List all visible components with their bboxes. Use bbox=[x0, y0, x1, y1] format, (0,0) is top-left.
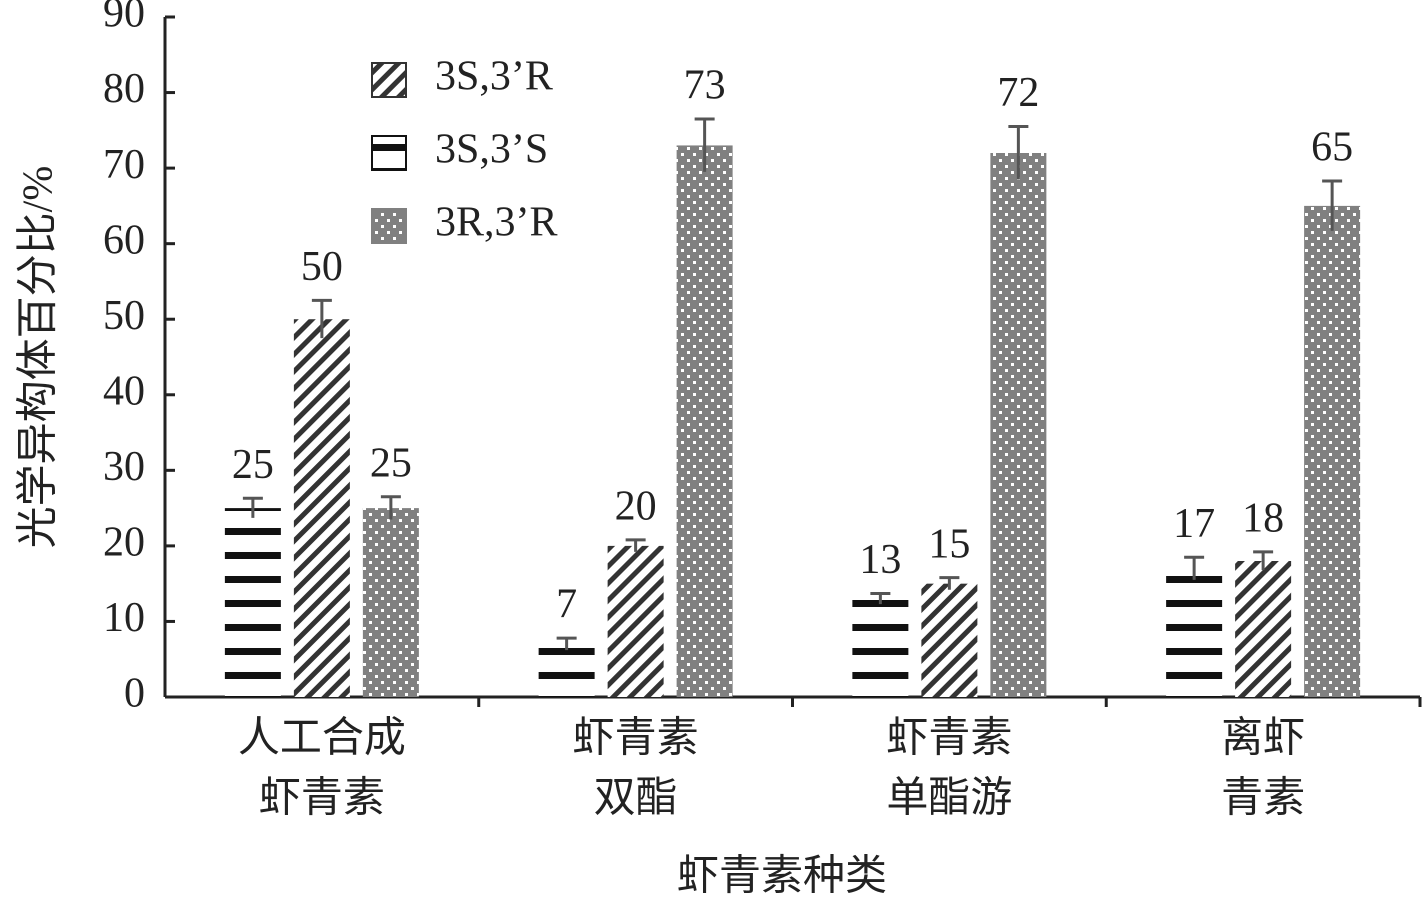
y-tick-label: 90 bbox=[103, 0, 145, 37]
bar bbox=[921, 583, 978, 697]
bar bbox=[362, 508, 419, 697]
value-label: 15 bbox=[928, 521, 970, 567]
y-tick-label: 20 bbox=[103, 520, 145, 566]
error-bar bbox=[556, 636, 577, 651]
bar bbox=[1166, 568, 1223, 697]
error-bar bbox=[1008, 125, 1029, 180]
value-label: 73 bbox=[684, 63, 726, 109]
value-label: 72 bbox=[997, 70, 1039, 116]
value-label: 7 bbox=[556, 582, 577, 628]
legend-label: 3R,3’R bbox=[435, 200, 558, 246]
error-bar bbox=[870, 591, 891, 605]
x-tick-label: 人工合成 bbox=[238, 716, 406, 762]
bar bbox=[852, 598, 909, 697]
y-tick-label: 0 bbox=[124, 671, 145, 717]
y-tick-label: 40 bbox=[103, 368, 145, 414]
y-tick-label: 10 bbox=[103, 595, 145, 641]
legend-swatch bbox=[371, 135, 407, 171]
error-bar bbox=[1322, 179, 1343, 231]
bar bbox=[990, 153, 1047, 697]
bar bbox=[538, 644, 595, 697]
error-bar bbox=[939, 576, 960, 590]
error-bar bbox=[242, 496, 263, 518]
bar bbox=[1235, 561, 1292, 697]
legend-label: 3S,3’S bbox=[435, 127, 548, 173]
value-label: 50 bbox=[301, 244, 343, 290]
value-label: 17 bbox=[1173, 501, 1215, 547]
error-bar bbox=[311, 298, 332, 339]
legend-swatch bbox=[371, 62, 407, 98]
error-bar bbox=[694, 117, 715, 172]
y-tick-label: 60 bbox=[103, 217, 145, 263]
bar bbox=[224, 508, 281, 697]
value-label: 13 bbox=[859, 537, 901, 583]
x-tick-label: 青素 bbox=[1221, 776, 1305, 822]
value-label: 25 bbox=[370, 440, 412, 486]
value-label: 18 bbox=[1242, 496, 1284, 542]
bar bbox=[293, 319, 350, 697]
y-tick-label: 80 bbox=[103, 66, 145, 112]
bar bbox=[607, 545, 664, 697]
x-tick-label: 虾青素 bbox=[573, 716, 699, 762]
x-axis-label: 虾青素种类 bbox=[677, 854, 887, 900]
x-tick-label: 虾青素 bbox=[259, 776, 385, 822]
value-label: 25 bbox=[232, 442, 274, 488]
x-tick-label: 双酯 bbox=[594, 776, 678, 822]
y-tick-label: 50 bbox=[103, 293, 145, 339]
value-label: 65 bbox=[1311, 125, 1353, 171]
legend-swatch bbox=[371, 208, 407, 244]
legend-label: 3S,3’R bbox=[435, 54, 553, 100]
x-tick-label: 单酯游 bbox=[886, 776, 1012, 822]
error-bar bbox=[1184, 555, 1205, 580]
bar bbox=[676, 145, 733, 697]
x-tick-label: 离虾 bbox=[1221, 715, 1305, 762]
value-label: 20 bbox=[615, 483, 657, 529]
y-tick-label: 30 bbox=[103, 444, 145, 490]
error-bar bbox=[380, 495, 401, 520]
y-tick-label: 70 bbox=[103, 142, 145, 188]
x-tick-label: 虾青素 bbox=[886, 716, 1012, 762]
bar bbox=[1304, 205, 1361, 697]
y-axis-label: 光学异构体百分比/% bbox=[15, 166, 62, 549]
error-bar bbox=[625, 538, 646, 552]
error-bar bbox=[1253, 550, 1274, 571]
